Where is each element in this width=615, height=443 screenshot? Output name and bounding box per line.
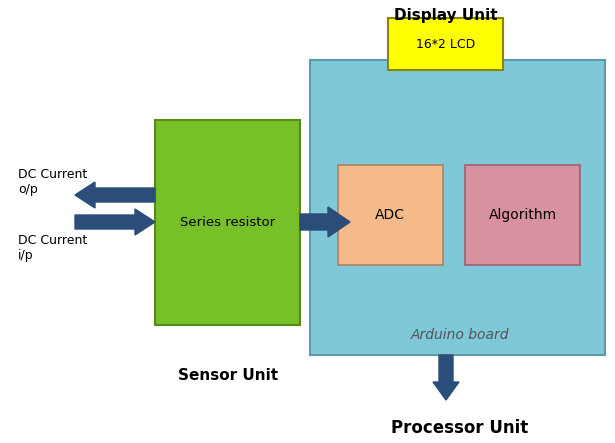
Text: ADC: ADC (375, 208, 405, 222)
Text: Processor Unit: Processor Unit (391, 419, 529, 437)
Text: Arduino board: Arduino board (411, 328, 509, 342)
FancyArrow shape (75, 209, 155, 235)
Bar (465, 165, 580, 265)
Bar (338, 165, 443, 265)
Text: DC Current
o/p: DC Current o/p (18, 168, 87, 196)
Text: DC Current
i/p: DC Current i/p (18, 234, 87, 262)
Text: Series resistor: Series resistor (180, 215, 276, 229)
Text: 16*2 LCD: 16*2 LCD (416, 38, 475, 51)
Text: Sensor Unit: Sensor Unit (178, 368, 278, 382)
FancyArrow shape (300, 207, 350, 237)
Text: Algorithm: Algorithm (489, 208, 557, 222)
Bar (155, 120, 300, 325)
Text: Display Unit: Display Unit (394, 8, 498, 23)
FancyArrow shape (75, 182, 155, 208)
Bar (310, 60, 605, 355)
FancyArrow shape (433, 355, 459, 400)
Bar (388, 18, 503, 70)
